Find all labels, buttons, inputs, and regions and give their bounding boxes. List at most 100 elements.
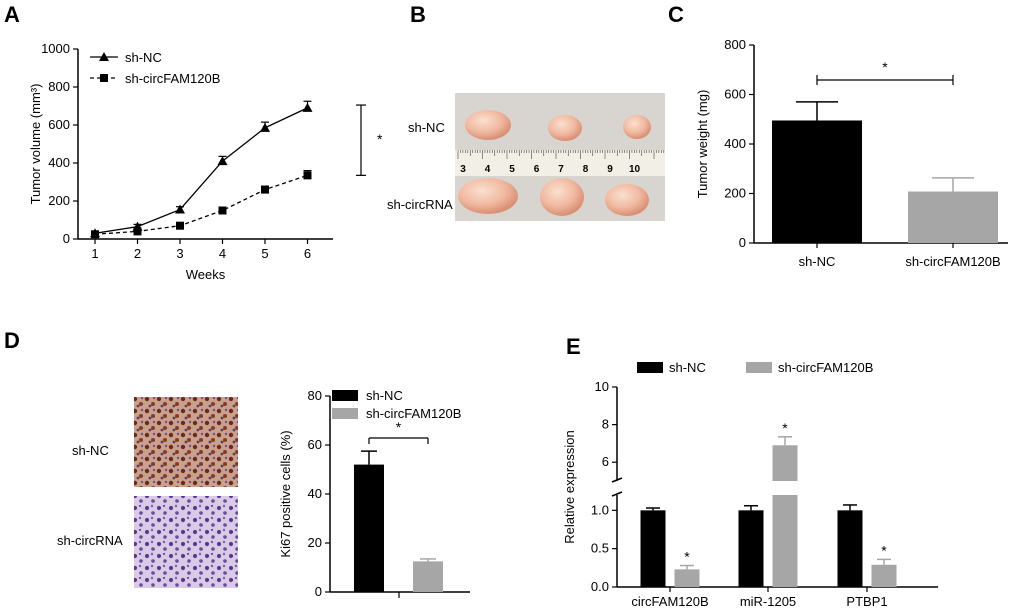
panel-b-tumor-photo: 3 4 5 6 7 8 9 10 sh-NC sh-circRNA	[387, 93, 665, 221]
panel-c-ylabel: Tumor weight (mg)	[695, 90, 710, 199]
panel-d-bar-1	[413, 561, 443, 592]
panel-a-point	[261, 185, 269, 194]
ruler-label: 10	[629, 164, 641, 175]
ihc-image-sh-circrna	[134, 496, 238, 588]
panel-a-x-tick-label: 4	[219, 246, 226, 261]
panel-e-bar	[871, 564, 897, 587]
panel-e-y-tick-label: 8	[602, 417, 609, 432]
panel-c-bar-0	[772, 120, 862, 243]
panel-c-bars	[772, 101, 998, 248]
panel-a-ylabel: Tumor volume (mm³)	[28, 84, 43, 205]
ruler-label: 8	[583, 164, 589, 175]
panel-a-x-tick-label: 5	[261, 246, 268, 261]
panel-d-y-tick-label: 60	[308, 437, 322, 452]
tumor-sh-3	[605, 184, 649, 216]
panel-d-bars	[354, 450, 443, 592]
panel-e-broken-axis-bar-chart: 0.0 0.5 1.0 6 8 10 sh-NC sh-circFAM120B circFA…	[562, 360, 938, 609]
panel-a-series-line-1	[94, 174, 308, 235]
panel-c-y-tick-label: 800	[724, 37, 746, 52]
panel-e-ylabel: Relative expression	[562, 430, 577, 543]
panel-e-bar-lower-part	[772, 495, 798, 587]
panel-e-category-label: circFAM120B	[631, 594, 708, 609]
panel-e-bars	[640, 436, 897, 587]
ruler-label: 9	[607, 164, 613, 175]
panel-a-x-tick-label: 6	[304, 246, 311, 261]
panel-a-y-tick-label: 400	[48, 155, 70, 170]
panel-e-significance-star: *	[881, 542, 887, 558]
panel-e-y-tick-label: 1.0	[591, 502, 609, 517]
panel-e-ticks: 0.0 0.5 1.0 6 8 10	[591, 379, 617, 594]
ruler-label: 4	[485, 164, 491, 175]
panel-d-legend-swatch	[332, 390, 358, 401]
panel-e-category-label: miR-1205	[740, 594, 796, 609]
panel-a-legend-label: sh-NC	[125, 50, 162, 65]
panel-c-y-tick-label: 200	[724, 186, 746, 201]
panel-a-point	[133, 227, 142, 236]
panel-a-y-tick-label: 600	[48, 117, 70, 132]
panel-a-y-tick-label: 800	[48, 79, 70, 94]
panel-d-significance-star: *	[396, 419, 402, 435]
panel-c-significance-bracket: *	[816, 59, 954, 85]
panel-e-bar	[640, 510, 666, 587]
panel-a-point	[302, 102, 313, 112]
tumor-nc-3	[623, 115, 651, 139]
ruler-ticks: 3 4 5 6 7 8 9 10	[457, 150, 665, 175]
panel-d-bar-0	[354, 464, 384, 592]
panel-a-point	[260, 122, 270, 132]
panel-d-row-label-sh: sh-circRNA	[57, 533, 123, 548]
panel-d-significance-bracket: *	[368, 419, 429, 444]
panel-c-y-tick-label: 600	[724, 87, 746, 102]
panel-a-x-tick-label: 3	[176, 246, 183, 261]
panel-a-series-line-0	[94, 107, 308, 234]
tumor-nc-2	[548, 115, 582, 141]
panel-e-bar	[837, 510, 863, 587]
panel-a-point	[217, 156, 228, 166]
panel-a-y-tick-label: 1000	[41, 41, 70, 56]
tumor-sh-2	[540, 178, 584, 216]
panel-e-legend: sh-NC sh-circFAM120B	[637, 360, 873, 375]
panel-c-significance-star: *	[882, 59, 888, 75]
panel-c-bar-chart: 0 200 400 600 800 Tumor weight (mg) sh-NC sh…	[695, 37, 1008, 269]
panel-e-y-tick-label: 0.0	[591, 579, 609, 594]
panel-a-legend-marker	[100, 74, 108, 82]
panel-a-legend: sh-NC sh-circFAM120B	[90, 50, 220, 86]
ruler-label: 3	[460, 164, 466, 175]
panel-d-legend-label: sh-circFAM120B	[366, 406, 461, 421]
panel-e-legend-label: sh-circFAM120B	[778, 360, 873, 375]
panel-d-ylabel: Ki67 positive cells (%)	[278, 430, 293, 557]
panel-d-legend-label: sh-NC	[366, 388, 403, 403]
panel-a-point	[175, 204, 185, 214]
panel-letter-b: B	[410, 2, 426, 27]
panel-c-ticks: 0 200 400 600 800	[724, 37, 754, 250]
panel-d-y-tick-label: 80	[308, 388, 322, 403]
panel-a-point	[303, 171, 312, 180]
panel-b-row-label-nc: sh-NC	[408, 120, 445, 135]
panel-d-y-tick-label: 20	[308, 535, 322, 550]
tumor-nc-1	[465, 110, 511, 140]
panel-letter-e: E	[566, 334, 581, 359]
panel-e-legend-swatch	[746, 362, 772, 373]
panel-d-row-label-nc: sh-NC	[72, 443, 109, 458]
panel-e-y-tick-label: 6	[602, 454, 609, 469]
panel-d-ticks: 0 20 40 60 80	[308, 388, 330, 599]
panel-e-significance-star: *	[782, 420, 788, 436]
panel-a-axes	[77, 49, 333, 240]
panel-e-legend-label: sh-NC	[669, 360, 706, 375]
panel-e-axis-break-mark	[611, 491, 623, 497]
ruler-label: 6	[534, 164, 540, 175]
panel-a-y-tick-label: 200	[48, 193, 70, 208]
panel-a-xlabel: Weeks	[186, 267, 226, 282]
tumor-sh-1	[458, 178, 518, 214]
panel-a-y-tick-label: 0	[63, 231, 70, 246]
panel-e-bar	[738, 510, 764, 587]
panel-e-category-labels: circFAM120B miR-1205 PTBP1	[631, 587, 888, 609]
panel-a-legend-marker	[99, 52, 109, 61]
panel-c-y-tick-label: 0	[739, 235, 746, 250]
panel-e-y-tick-label: 10	[595, 379, 609, 394]
panel-e-legend-swatch	[637, 362, 663, 373]
panel-letter-d: D	[4, 328, 20, 353]
panel-d: sh-NC sh-circRNA 0 20 40 60 80 sh-NC sh-circF…	[57, 388, 470, 599]
panel-a-x-tick-label: 1	[91, 246, 98, 261]
panel-d-y-tick-label: 0	[315, 584, 322, 599]
